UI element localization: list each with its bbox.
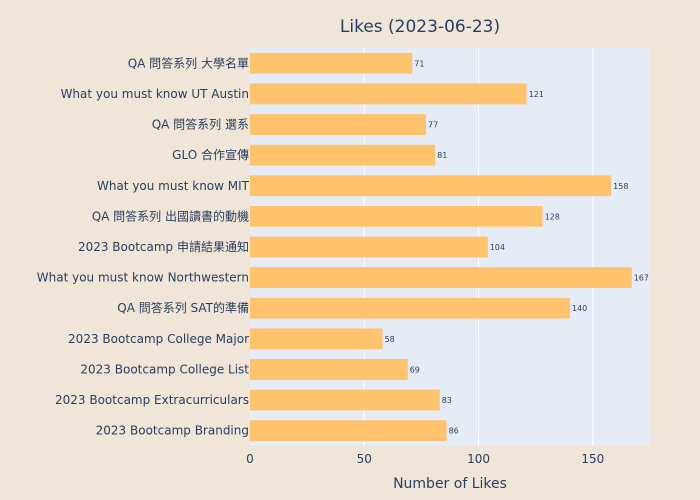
bar-value-label: 77 <box>428 121 438 130</box>
bar <box>250 205 543 227</box>
category-labels: QA 問答系列 大學名單 What you must know UT Austin… <box>37 55 250 437</box>
bar <box>250 144 436 166</box>
category-label: 2023 Bootcamp College List <box>80 362 249 376</box>
bar <box>250 52 413 74</box>
bar-value-label: 158 <box>613 182 628 191</box>
bar <box>250 420 447 442</box>
category-label: What you must know UT Austin <box>61 87 249 101</box>
bar-value-label: 81 <box>437 151 447 160</box>
category-label: 2023 Bootcamp Extracurriculars <box>55 393 249 407</box>
x-axis-ticks: 0 50 100 150 <box>246 452 604 466</box>
bar <box>250 83 527 105</box>
bar <box>250 389 440 411</box>
bar <box>250 267 632 289</box>
bar <box>250 114 426 135</box>
bars <box>250 52 632 442</box>
bar-value-label: 140 <box>572 304 587 313</box>
bar-value-label: 167 <box>634 274 649 283</box>
category-label: What you must know MIT <box>97 179 250 193</box>
bar-value-label: 69 <box>410 365 420 374</box>
x-axis-title: Number of Likes <box>393 476 507 492</box>
bar-value-label: 83 <box>442 396 452 405</box>
chart-title: Likes (2023-06-23) <box>340 17 500 37</box>
bar <box>250 359 408 380</box>
category-label: QA 問答系列 出國讀書的動機 <box>92 208 249 223</box>
bar-value-label: 58 <box>385 335 395 344</box>
bar <box>250 297 570 319</box>
category-label: 2023 Bootcamp College Major <box>68 332 249 346</box>
category-label: GLO 合作宣傳 <box>172 147 249 162</box>
category-label: What you must know Northwestern <box>37 271 249 285</box>
bar <box>250 328 383 350</box>
category-label: 2023 Bootcamp 申請結果通知 <box>78 240 249 254</box>
category-label: QA 問答系列 SAT的準備 <box>117 300 249 315</box>
bar <box>250 175 612 197</box>
bar-value-label: 71 <box>414 59 424 68</box>
bar-value-label: 128 <box>545 212 560 221</box>
x-tick-label: 50 <box>357 452 372 466</box>
bar-value-label: 86 <box>449 427 459 436</box>
x-tick-label: 0 <box>246 452 254 466</box>
category-label: QA 問答系列 大學名單 <box>128 55 249 70</box>
bar-value-label: 121 <box>529 90 544 99</box>
value-labels: 71 121 77 81 158 128 104 167 140 58 69 83 86 <box>385 59 649 435</box>
bar-value-label: 104 <box>490 243 505 252</box>
category-label: QA 問答系列 選系 <box>152 117 249 132</box>
x-tick-label: 150 <box>581 452 604 466</box>
x-tick-label: 100 <box>467 452 490 466</box>
bar <box>250 236 488 258</box>
category-label: 2023 Bootcamp Branding <box>96 424 249 438</box>
